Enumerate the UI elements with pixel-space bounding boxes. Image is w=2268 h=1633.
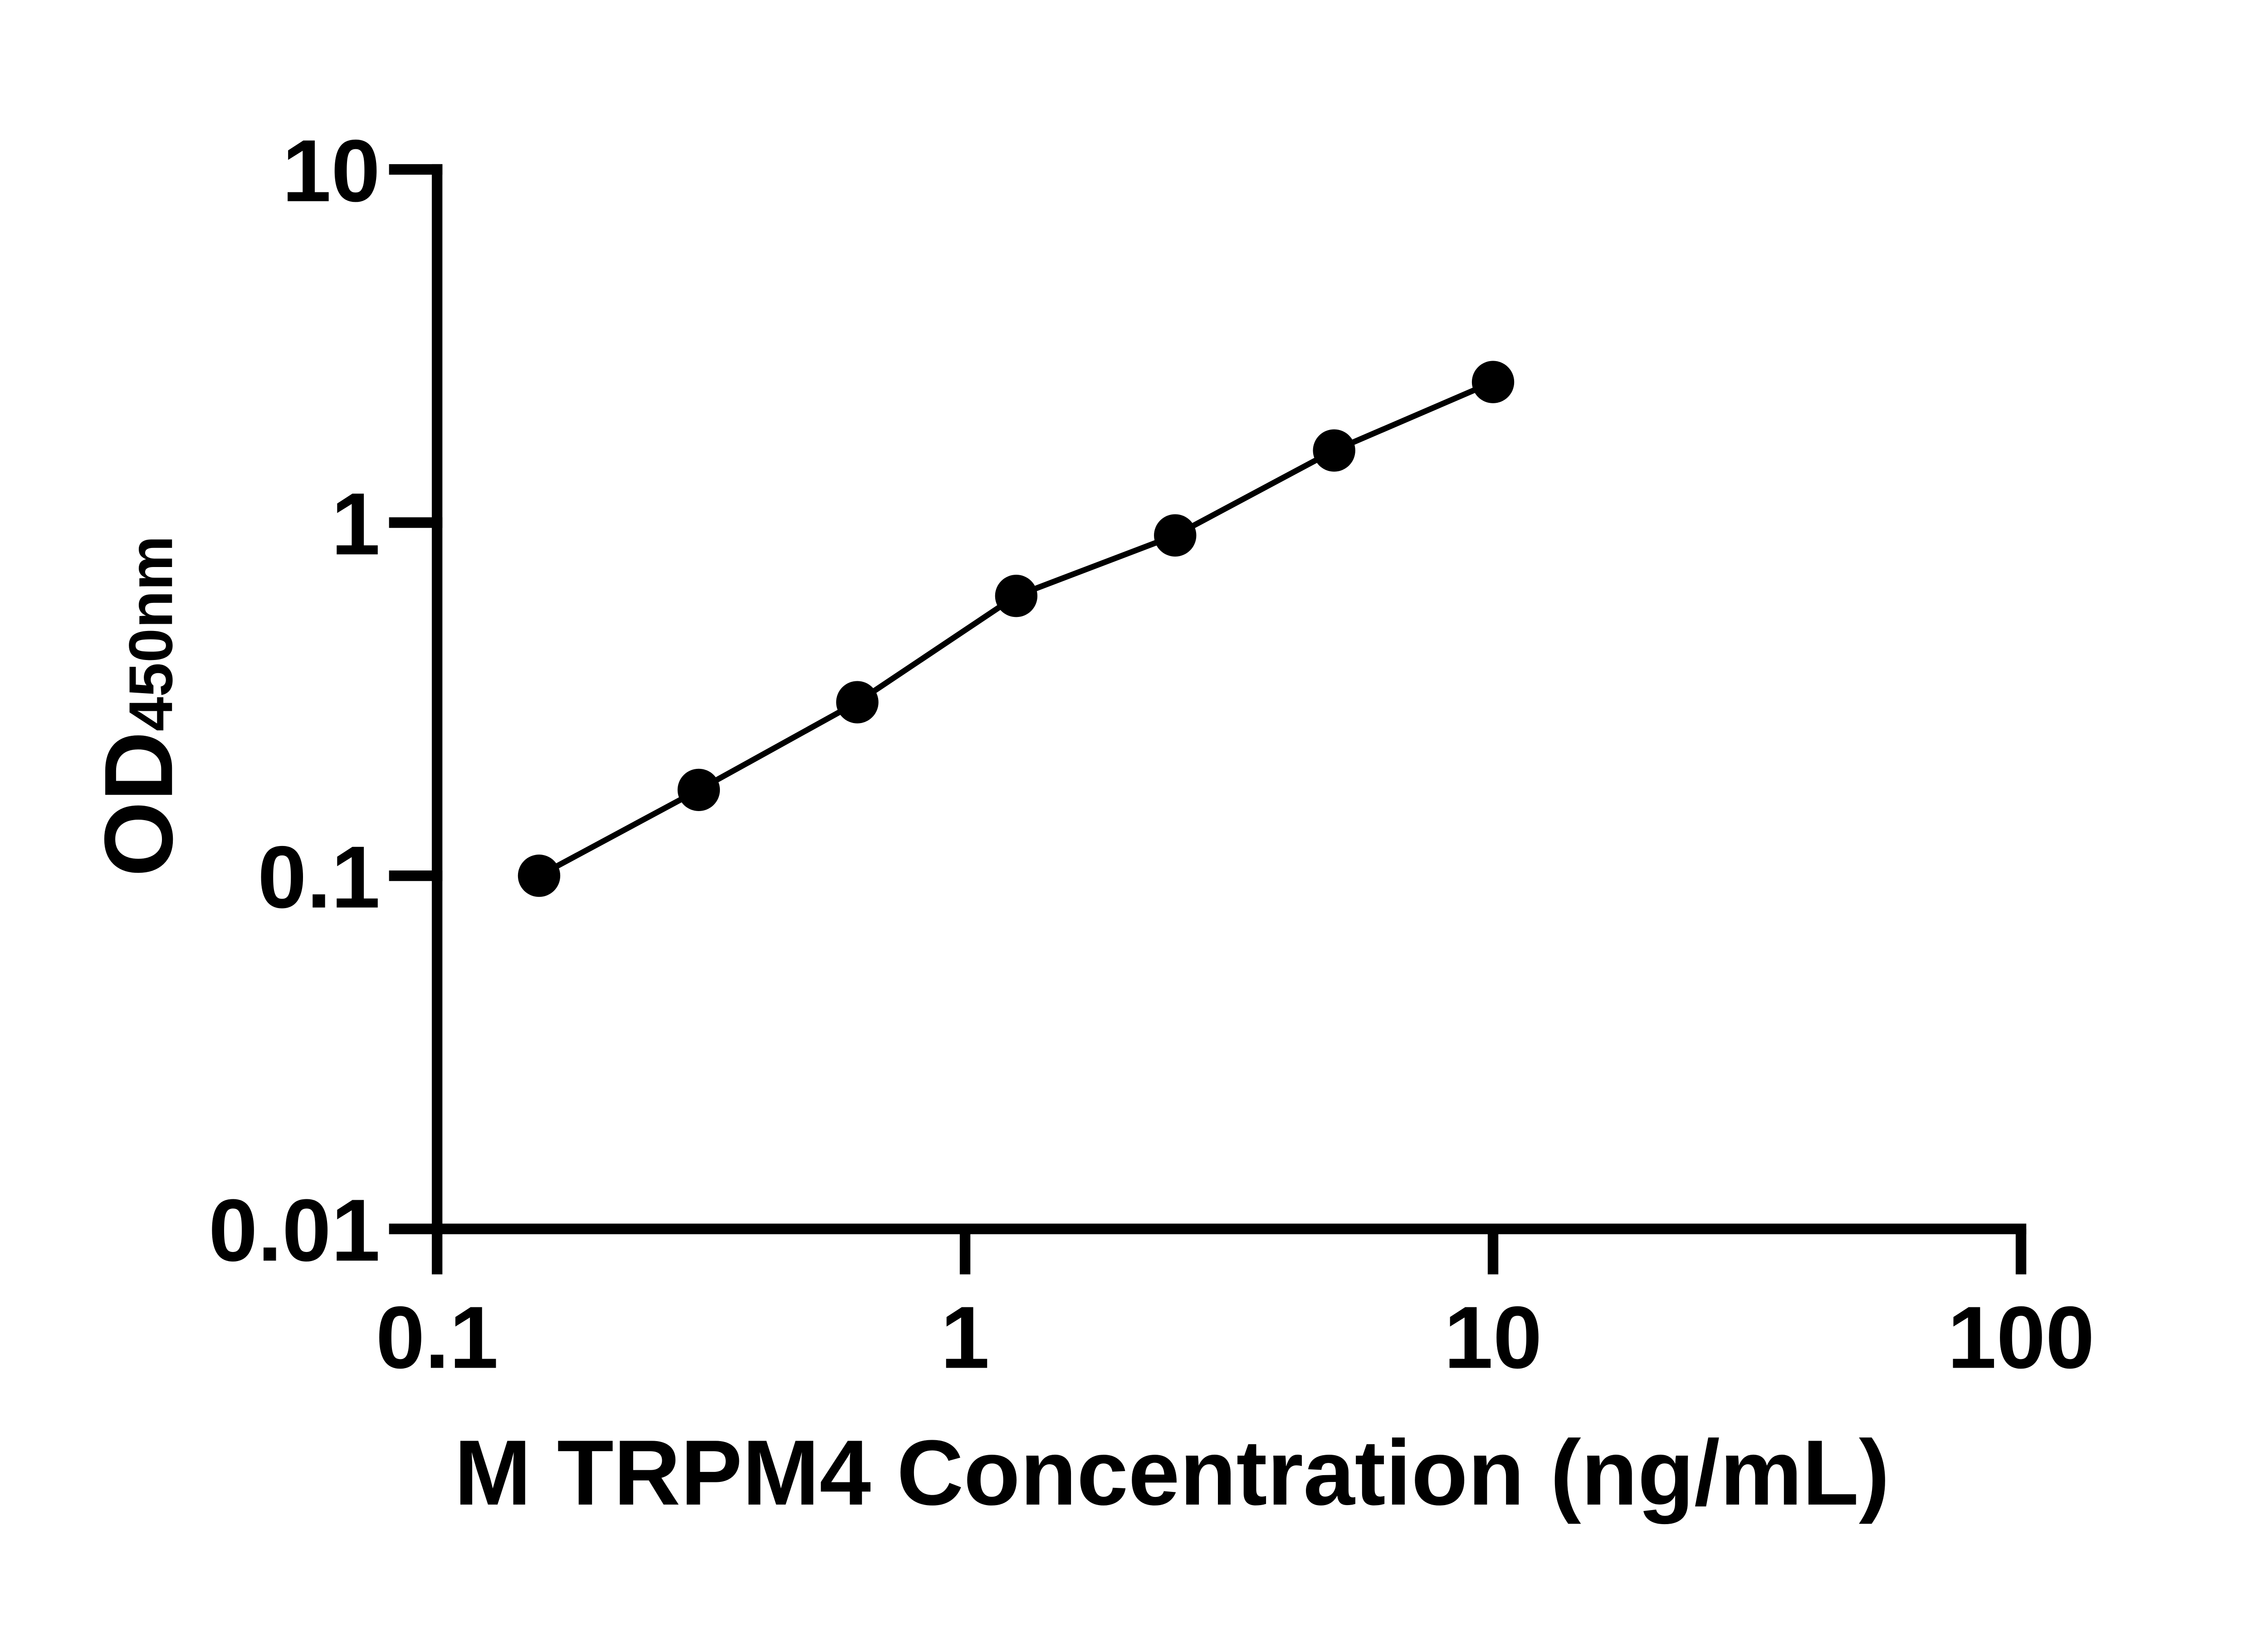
- data-point-marker: [995, 575, 1038, 617]
- y-axis-title: OD450nm: [84, 536, 193, 877]
- chart-background: [0, 22, 2268, 1611]
- y-tick-label: 0.01: [209, 1181, 381, 1280]
- data-point-marker: [677, 768, 720, 812]
- series-layer: [518, 361, 1515, 897]
- tick-layer: [389, 164, 2027, 1275]
- data-point-marker: [836, 681, 879, 724]
- x-tick-label: 10: [1444, 1288, 1542, 1387]
- data-point-marker: [1154, 514, 1197, 557]
- x-tick-label: 1: [940, 1288, 989, 1387]
- data-point-marker: [518, 854, 561, 897]
- x-tick-label: 0.1: [376, 1288, 498, 1387]
- x-tick-label: 100: [1947, 1288, 2094, 1387]
- data-point-marker: [1471, 361, 1515, 403]
- y-tick-label: 1: [331, 475, 380, 573]
- y-tick-label: 10: [282, 122, 380, 220]
- y-axis-title-subscript: 450nm: [116, 536, 185, 731]
- y-axis-title-main: OD: [84, 731, 193, 877]
- x-axis-title: M TRPM4 Concentration (ng/mL): [454, 1421, 1890, 1525]
- y-tick-label: 0.1: [258, 828, 380, 927]
- axes-layer: [431, 164, 2027, 1234]
- data-point-marker: [1313, 429, 1355, 472]
